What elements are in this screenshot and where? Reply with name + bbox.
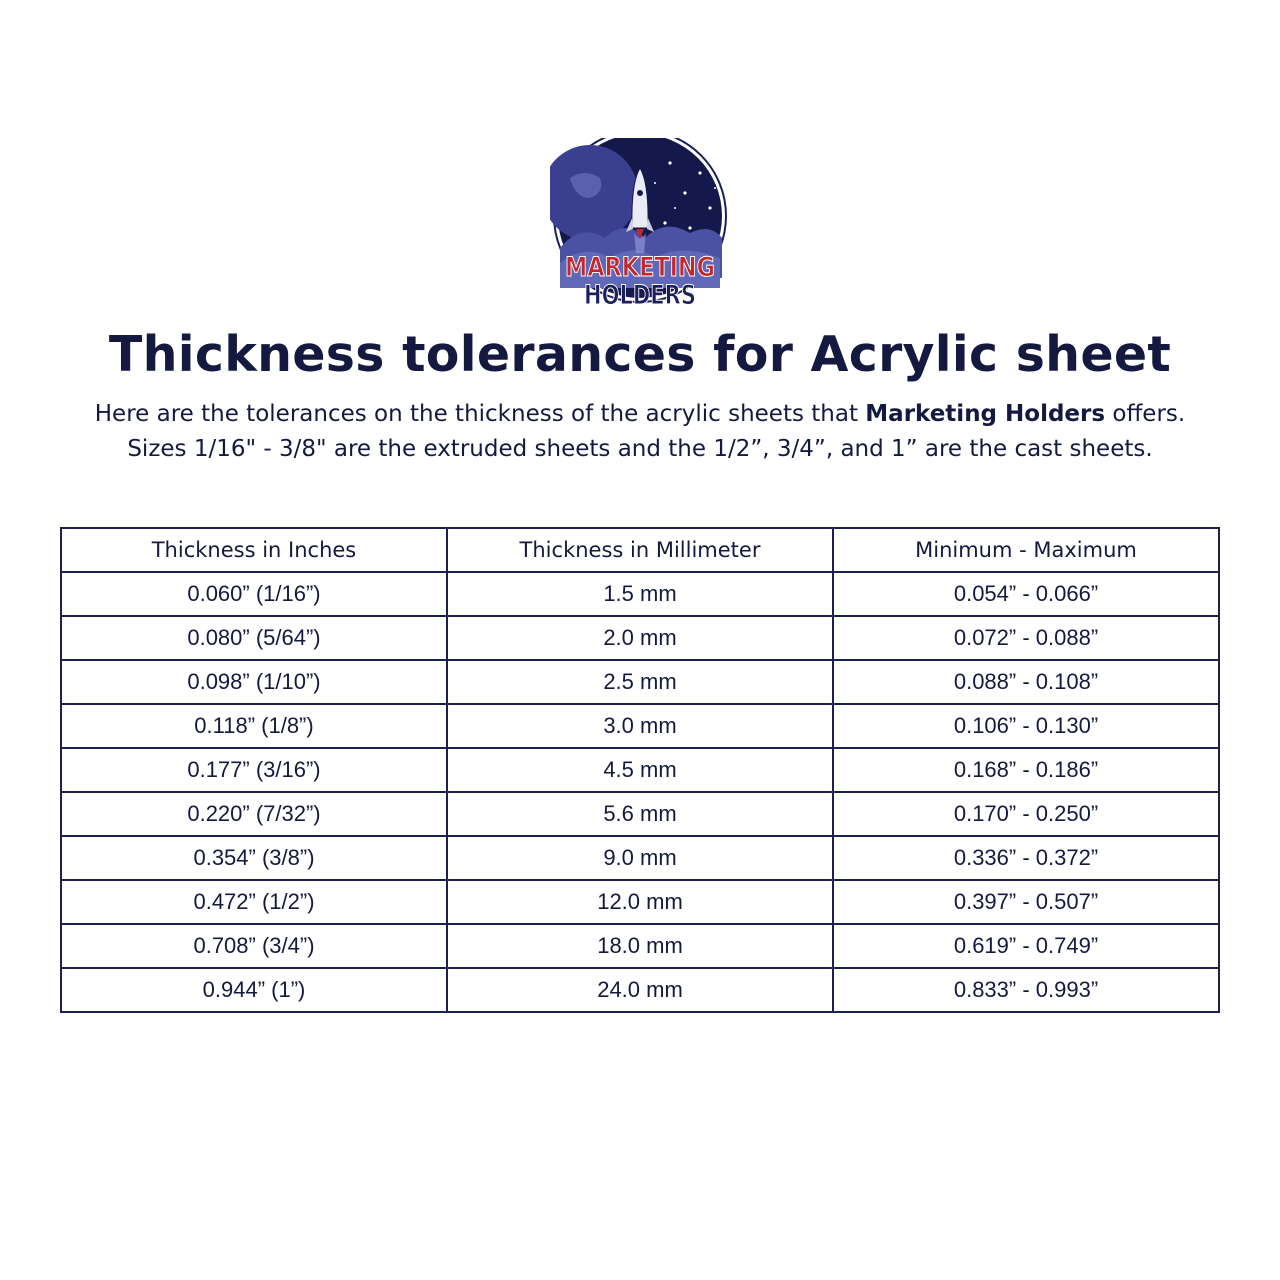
- logo-text-holders: HOLDERS: [584, 280, 696, 310]
- cell-inches: 0.220” (7/32”): [60, 791, 448, 837]
- cell-millimeter: 4.5 mm: [446, 747, 834, 793]
- table-row: 0.944” (1”) 24.0 mm 0.833” - 0.993”: [60, 967, 1220, 1013]
- header-min-max: Minimum - Maximum: [832, 527, 1220, 573]
- table-row: 0.354” (3/8”) 9.0 mm 0.336” - 0.372”: [60, 835, 1220, 881]
- cell-millimeter: 2.0 mm: [446, 615, 834, 661]
- subtitle-text: Here are the tolerances on the thickness…: [94, 401, 866, 427]
- tolerance-table: Thickness in Inches Thickness in Millime…: [60, 527, 1220, 1013]
- cell-inches: 0.708” (3/4”): [60, 923, 448, 969]
- cell-millimeter: 1.5 mm: [446, 571, 834, 617]
- cell-min-max: 0.397” - 0.507”: [832, 879, 1220, 925]
- marketing-holders-logo: MARKETING HOLDERS: [550, 138, 727, 310]
- table-row: 0.060” (1/16”) 1.5 mm 0.054” - 0.066”: [60, 571, 1220, 617]
- page-title: Thickness tolerances for Acrylic sheet: [108, 326, 1172, 383]
- table-row: 0.177” (3/16”) 4.5 mm 0.168” - 0.186”: [60, 747, 1220, 793]
- cell-min-max: 0.833” - 0.993”: [832, 967, 1220, 1013]
- table-row: 0.080” (5/64”) 2.0 mm 0.072” - 0.088”: [60, 615, 1220, 661]
- cell-millimeter: 18.0 mm: [446, 923, 834, 969]
- cell-min-max: 0.088” - 0.108”: [832, 659, 1220, 705]
- rocket-icon: [626, 167, 654, 253]
- cell-inches: 0.080” (5/64”): [60, 615, 448, 661]
- cell-min-max: 0.170” - 0.250”: [832, 791, 1220, 837]
- cell-inches: 0.177” (3/16”): [60, 747, 448, 793]
- cell-min-max: 0.106” - 0.130”: [832, 703, 1220, 749]
- table-row: 0.098” (1/10”) 2.5 mm 0.088” - 0.108”: [60, 659, 1220, 705]
- table-header-row: Thickness in Inches Thickness in Millime…: [60, 527, 1220, 573]
- cell-millimeter: 5.6 mm: [446, 791, 834, 837]
- logo-text-marketing: MARKETING: [565, 252, 715, 283]
- cell-millimeter: 9.0 mm: [446, 835, 834, 881]
- table-row: 0.472” (1/2”) 12.0 mm 0.397” - 0.507”: [60, 879, 1220, 925]
- cell-millimeter: 3.0 mm: [446, 703, 834, 749]
- cell-min-max: 0.336” - 0.372”: [832, 835, 1220, 881]
- cell-inches: 0.118” (1/8”): [60, 703, 448, 749]
- cell-min-max: 0.054” - 0.066”: [832, 571, 1220, 617]
- stars-icon: [654, 161, 716, 230]
- subtitle-text-end: offers.: [1105, 401, 1186, 427]
- cell-millimeter: 12.0 mm: [446, 879, 834, 925]
- cell-inches: 0.098” (1/10”): [60, 659, 448, 705]
- cell-inches: 0.472” (1/2”): [60, 879, 448, 925]
- table-row: 0.708” (3/4”) 18.0 mm 0.619” - 0.749”: [60, 923, 1220, 969]
- cell-min-max: 0.072” - 0.088”: [832, 615, 1220, 661]
- header-inches: Thickness in Inches: [60, 527, 448, 573]
- subtitle-line-2: Sizes 1/16" - 3/8" are the extruded shee…: [127, 436, 1153, 462]
- cell-min-max: 0.619” - 0.749”: [832, 923, 1220, 969]
- table-row: 0.118” (1/8”) 3.0 mm 0.106” - 0.130”: [60, 703, 1220, 749]
- table-row: 0.220” (7/32”) 5.6 mm 0.170” - 0.250”: [60, 791, 1220, 837]
- cell-millimeter: 24.0 mm: [446, 967, 834, 1013]
- cell-millimeter: 2.5 mm: [446, 659, 834, 705]
- cell-inches: 0.944” (1”): [60, 967, 448, 1013]
- header-millimeter: Thickness in Millimeter: [446, 527, 834, 573]
- cell-min-max: 0.168” - 0.186”: [832, 747, 1220, 793]
- brand-name: Marketing Holders: [865, 401, 1106, 427]
- subtitle-line-1: Here are the tolerances on the thickness…: [0, 401, 1280, 427]
- cell-inches: 0.060” (1/16”): [60, 571, 448, 617]
- cell-inches: 0.354” (3/8”): [60, 835, 448, 881]
